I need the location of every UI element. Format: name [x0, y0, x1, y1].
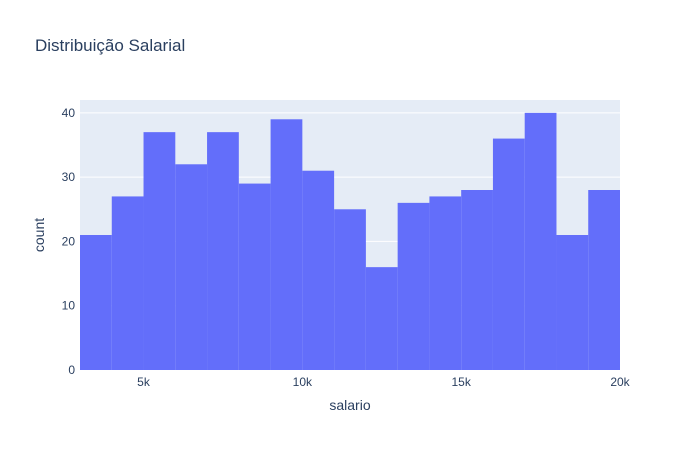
- y-axis-title: count: [31, 218, 47, 252]
- y-axis-ticks: 0 10 20 30 40: [62, 106, 76, 377]
- histogram-bar: [207, 132, 239, 370]
- histogram-bar: [175, 164, 208, 370]
- histogram-bar: [556, 235, 589, 370]
- x-axis-ticks: 5k 10k 15k 20k: [137, 375, 630, 389]
- histogram-bar: [80, 235, 112, 370]
- x-tick-label: 15k: [451, 375, 471, 389]
- y-tick-label: 10: [62, 299, 76, 313]
- histogram-bar: [429, 196, 462, 370]
- histogram-bar: [365, 267, 398, 370]
- histogram-bar: [111, 196, 144, 370]
- bars: [80, 112, 620, 371]
- histogram-bar: [238, 183, 271, 370]
- histogram-bar: [334, 209, 366, 370]
- chart-title: Distribuição Salarial: [35, 36, 185, 55]
- x-tick-label: 20k: [610, 375, 630, 389]
- histogram-bar: [397, 202, 430, 370]
- histogram-bar: [302, 170, 335, 370]
- y-tick-label: 20: [62, 234, 76, 248]
- y-tick-label: 30: [62, 170, 76, 184]
- histogram-bar: [143, 132, 176, 370]
- histogram-bar: [461, 190, 493, 370]
- histogram-bar: [492, 138, 525, 370]
- y-tick-label: 40: [62, 106, 76, 120]
- x-tick-label: 10k: [293, 375, 313, 389]
- x-tick-label: 5k: [137, 375, 151, 389]
- histogram-bar: [588, 190, 620, 370]
- x-axis-title: salario: [329, 397, 370, 413]
- histogram-bar: [524, 112, 557, 370]
- y-tick-label: 0: [68, 363, 75, 377]
- histogram-bar: [270, 119, 303, 371]
